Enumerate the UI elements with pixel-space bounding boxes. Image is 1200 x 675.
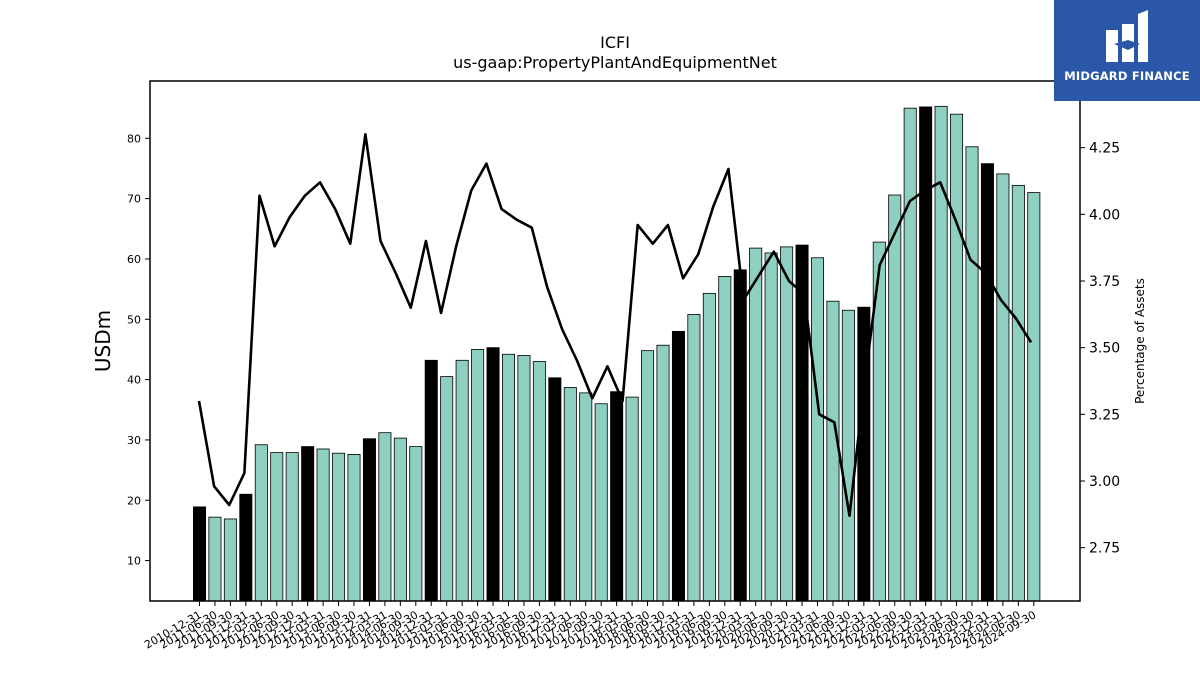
- chart-subtitle: us-gaap:PropertyPlantAndEquipmentNet: [453, 53, 777, 72]
- y2-tick-label: 2.75: [1089, 541, 1120, 557]
- bar-2013-03-31: [332, 452, 346, 602]
- bar-2015-09-30: [486, 347, 500, 602]
- brand-logo-text: MIDGARD FINANCE: [1064, 69, 1190, 83]
- bar-2013-06-30: [347, 454, 361, 602]
- x-axis-ticks: 2010-12-312011-06-302011-09-302011-12-31…: [142, 601, 1038, 652]
- bar-2023-12-31: [996, 173, 1010, 602]
- bar-2023-03-31: [950, 113, 964, 602]
- bar-2019-03-31: [702, 292, 716, 602]
- bar-2020-03-31: [764, 252, 778, 602]
- bar-2022-06-30: [903, 107, 917, 602]
- bar-2017-09-30: [610, 391, 624, 602]
- bar-2013-09-30: [362, 438, 376, 602]
- bar-2011-06-30: [223, 518, 237, 602]
- bar-2019-12-31: [749, 247, 763, 602]
- bar-2016-06-30: [532, 361, 546, 602]
- bar-2018-12-31: [687, 314, 701, 602]
- y-tick-label: 70: [127, 193, 141, 206]
- bar-2014-03-31: [393, 437, 407, 602]
- y-axis-label: USDm: [91, 310, 115, 372]
- bar-2024-03-31: [1011, 184, 1025, 602]
- bar-2021-06-30: [841, 309, 855, 602]
- bar-2012-12-31: [316, 448, 330, 602]
- y-tick-label: 30: [127, 434, 141, 447]
- bar-2010-12-31: [192, 506, 206, 602]
- bar-2016-09-30: [548, 377, 562, 602]
- y2-tick-label: 3.50: [1089, 341, 1120, 357]
- bar-2017-12-31: [625, 396, 639, 602]
- line-series: [197, 133, 1033, 517]
- y-tick-label: 80: [127, 132, 141, 145]
- bar-series: [192, 105, 1041, 602]
- y-tick-label: 40: [127, 374, 141, 387]
- y-axis-ticks: 10 20 30 40 50 60 70 80: [127, 132, 150, 568]
- chart-title: ICFI: [600, 33, 630, 52]
- bar-2014-06-30: [409, 446, 423, 602]
- bar-2020-06-30: [780, 246, 794, 602]
- bar-2020-09-30: [795, 244, 809, 602]
- bar-2012-09-30: [301, 446, 315, 602]
- bar-2023-06-30: [965, 146, 979, 602]
- y2-tick-label: 4.25: [1089, 141, 1120, 157]
- bar-2019-06-30: [718, 276, 732, 602]
- bar-2011-12-31: [254, 444, 268, 602]
- bar-2012-06-30: [285, 452, 299, 602]
- bar-2021-03-31: [826, 300, 840, 602]
- bar-2012-03-31: [270, 452, 284, 602]
- bar-2022-03-31: [888, 194, 902, 602]
- y2-tick-label: 3.00: [1089, 474, 1120, 490]
- y2-axis-ticks: 2.75 3.00 3.25 3.50 3.75 4.00 4.25: [1080, 141, 1120, 557]
- y-tick-label: 10: [127, 555, 141, 568]
- bar-2019-09-30: [733, 269, 747, 602]
- bar-2016-12-31: [563, 387, 577, 602]
- bar-2011-03-31: [208, 516, 222, 602]
- bar-2022-12-31: [934, 105, 948, 602]
- y-tick-label: 20: [127, 494, 141, 507]
- bar-2020-12-31: [811, 257, 825, 602]
- bar-2016-03-31: [517, 355, 531, 602]
- y2-tick-label: 3.25: [1089, 407, 1120, 423]
- bar-2014-12-31: [440, 376, 454, 602]
- plot-frame: [149, 80, 1081, 602]
- midgard-logo-icon: [1106, 10, 1148, 62]
- y-tick-label: 60: [127, 253, 141, 266]
- y2-tick-label: 4.00: [1089, 207, 1120, 223]
- y2-axis-label: Percentage of Assets: [1133, 278, 1147, 404]
- bar-2015-03-31: [455, 359, 469, 602]
- bar-2015-06-30: [471, 349, 485, 602]
- percentage-of-assets-line: [197, 133, 1033, 517]
- bar-2024-06-30: [1027, 192, 1041, 602]
- bar-2023-09-30: [980, 163, 994, 602]
- bar-2014-09-30: [424, 359, 438, 602]
- bar-2018-09-30: [671, 330, 685, 602]
- bar-2017-03-31: [579, 392, 593, 602]
- bar-2013-12-31: [378, 432, 392, 602]
- bar-2018-06-30: [656, 344, 670, 602]
- bar-2022-09-30: [919, 106, 933, 602]
- bar-2015-12-31: [501, 353, 515, 602]
- y2-tick-label: 3.75: [1089, 274, 1120, 290]
- bar-2011-09-30: [239, 493, 253, 602]
- brand-logo: MIDGARD FINANCE: [1054, 0, 1200, 101]
- bar-2018-03-31: [641, 350, 655, 602]
- bar-2017-06-30: [594, 403, 608, 602]
- y-tick-label: 50: [127, 313, 141, 326]
